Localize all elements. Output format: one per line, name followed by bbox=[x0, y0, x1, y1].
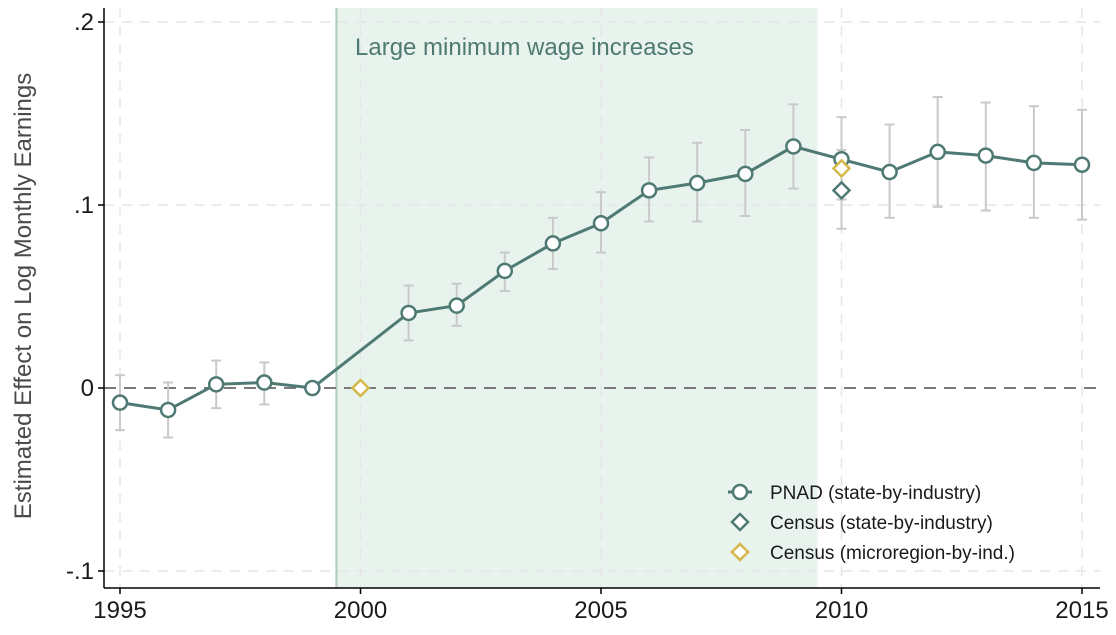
point-2-2010 bbox=[831, 158, 852, 179]
x-tick-label-2000: 2000 bbox=[334, 597, 387, 624]
axes bbox=[98, 8, 1100, 594]
data-points bbox=[111, 138, 1091, 419]
point-0-2008 bbox=[737, 165, 754, 183]
point-0-2001 bbox=[400, 304, 417, 322]
y-axis-label: Estimated Effect on Log Monthly Earnings bbox=[10, 73, 37, 519]
point-0-2012 bbox=[929, 143, 946, 161]
point-0-1996 bbox=[159, 401, 177, 419]
legend: PNAD (state-by-industry) Census (state-by… bbox=[728, 483, 1015, 564]
y-tick-label-.1: .1 bbox=[74, 192, 94, 219]
y-tick-label--.1: -.1 bbox=[66, 558, 94, 585]
x-tick-label-2005: 2005 bbox=[574, 597, 627, 624]
legend-label: PNAD (state-by-industry) bbox=[770, 483, 981, 504]
point-0-2009 bbox=[785, 138, 802, 155]
point-0-1998 bbox=[256, 374, 273, 391]
shaded-region-label: Large minimum wage increases bbox=[355, 34, 694, 61]
point-1-2010 bbox=[831, 180, 852, 201]
point-0-2014 bbox=[1025, 154, 1043, 172]
point-0-2004 bbox=[544, 235, 562, 252]
point-0-1999 bbox=[304, 379, 321, 397]
x-tick-label-1995: 1995 bbox=[93, 597, 146, 624]
point-0-2002 bbox=[448, 297, 465, 314]
x-tick-label-2015: 2015 bbox=[1055, 597, 1108, 624]
point-0-1997 bbox=[207, 376, 225, 393]
legend-marker bbox=[730, 542, 750, 562]
point-0-2013 bbox=[977, 147, 995, 164]
legend-label: Census (microregion-by-ind.) bbox=[770, 543, 1015, 564]
legend-item-0: PNAD (state-by-industry) bbox=[728, 483, 981, 504]
legend-marker bbox=[731, 483, 749, 501]
point-0-2007 bbox=[688, 174, 706, 192]
point-0-2015 bbox=[1073, 156, 1091, 173]
point-2-2000 bbox=[350, 378, 371, 398]
tick-labels: 1995 2000 2005 2010 2015 .2 .1 0 -.1 bbox=[66, 9, 1109, 624]
point-0-2003 bbox=[496, 262, 514, 280]
x-tick-label-2010: 2010 bbox=[815, 597, 868, 624]
y-tick-label-0: 0 bbox=[81, 375, 94, 402]
legend-item-2: Census (microregion-by-ind.) bbox=[730, 542, 1015, 564]
point-0-2006 bbox=[640, 182, 658, 199]
legend-marker bbox=[730, 512, 750, 532]
point-0-2005 bbox=[592, 215, 610, 232]
gridlines bbox=[104, 8, 1100, 588]
legend-item-1: Census (state-by-industry) bbox=[730, 512, 993, 534]
y-tick-label-.2: .2 bbox=[74, 9, 94, 36]
point-0-2011 bbox=[881, 163, 898, 181]
point-0-1995 bbox=[111, 394, 129, 411]
legend-label: Census (state-by-industry) bbox=[770, 513, 993, 534]
